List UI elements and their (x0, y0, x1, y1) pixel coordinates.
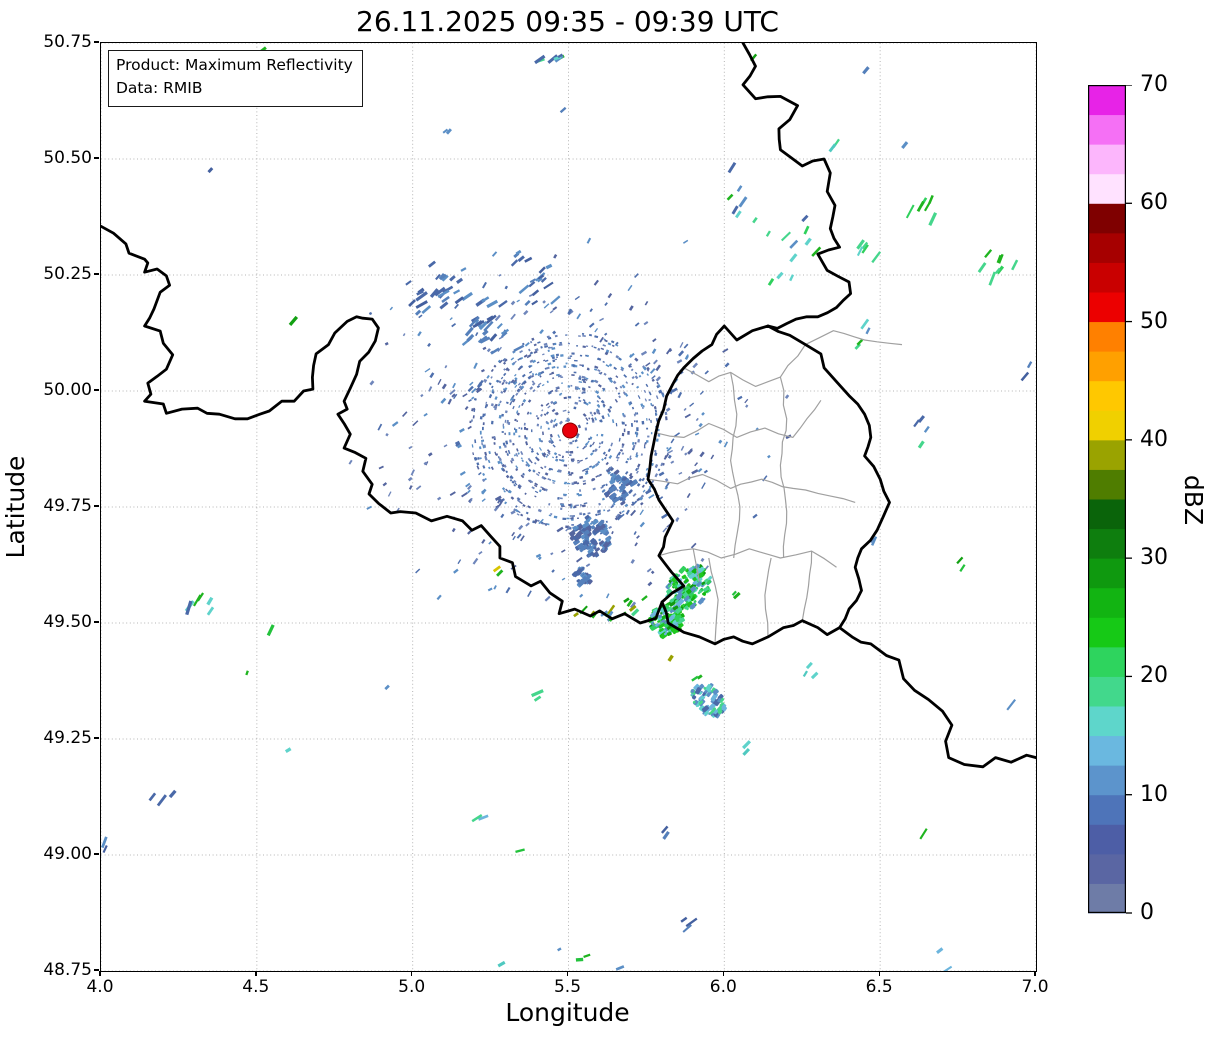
y-tick-label: 50.25 (43, 264, 92, 284)
colorbar-segment (1088, 528, 1126, 559)
colorbar-segment (1088, 617, 1126, 648)
colorbar-tick-label: 50 (1140, 308, 1168, 334)
x-tick-label: 4.0 (86, 977, 114, 997)
x-tick-label: 6.5 (865, 977, 893, 997)
y-tick-label: 50.50 (43, 148, 92, 168)
colorbar-segment (1088, 203, 1126, 234)
colorbar-segment (1088, 410, 1126, 441)
y-tick-label: 48.75 (43, 960, 92, 980)
colorbar-segment (1088, 262, 1126, 293)
colorbar-tick-label: 0 (1140, 900, 1154, 925)
colorbar-segment (1088, 706, 1126, 737)
colorbar-segment (1088, 794, 1126, 825)
plot-title: 26.11.2025 09:35 - 09:39 UTC (356, 5, 779, 38)
y-tick-label: 50.75 (43, 32, 92, 52)
region-borders (647, 330, 903, 644)
x-tick-label: 4.5 (242, 977, 270, 997)
x-tick-mark (878, 971, 880, 976)
gridlines (101, 43, 1036, 971)
colorbar-segment (1088, 646, 1126, 677)
y-tick-mark (94, 273, 99, 275)
colorbar-segment (1088, 351, 1126, 382)
y-tick-mark (94, 737, 99, 739)
radar-location-marker (562, 422, 579, 439)
y-tick-mark (94, 969, 99, 971)
y-tick-mark (94, 853, 99, 855)
x-tick-mark (411, 971, 413, 976)
colorbar-segment (1088, 735, 1126, 766)
colorbar-segment (1088, 144, 1126, 175)
colorbar-tick-label: 20 (1140, 663, 1168, 689)
x-tick-label: 5.5 (553, 977, 582, 997)
y-tick-mark (94, 621, 99, 623)
y-tick-label: 49.75 (43, 496, 92, 516)
info-product-line: Product: Maximum Reflectivity (116, 56, 353, 74)
y-tick-mark (94, 157, 99, 159)
colorbar-segment (1088, 558, 1126, 589)
x-tick-mark (99, 971, 101, 976)
map-plot-area: Product: Maximum Reflectivity Data: RMIB (100, 42, 1037, 972)
colorbar-tick-label: 10 (1140, 781, 1168, 807)
colorbar-segment (1088, 824, 1126, 855)
y-tick-label: 49.00 (43, 844, 92, 864)
colorbar-segment (1088, 292, 1126, 323)
colorbar-segment (1088, 114, 1126, 145)
x-tick-label: 6.0 (709, 977, 737, 997)
colorbar-segment (1088, 85, 1126, 116)
colorbar-segment (1088, 499, 1126, 530)
info-box: Product: Maximum Reflectivity Data: RMIB (108, 50, 363, 107)
colorbar-segment (1088, 883, 1126, 914)
country-borders (101, 43, 1036, 769)
y-tick-mark (94, 389, 99, 391)
colorbar-segment (1088, 173, 1126, 204)
info-data-line: Data: RMIB (116, 79, 203, 98)
colorbar (1088, 85, 1132, 914)
colorbar-segment (1088, 321, 1126, 352)
colorbar-tick-label: 40 (1140, 426, 1168, 452)
x-tick-label: 7.0 (1021, 977, 1049, 997)
y-tick-label: 49.25 (43, 728, 92, 748)
radar-echoes (101, 46, 1033, 971)
x-tick-mark (1034, 971, 1036, 976)
colorbar-segment (1088, 676, 1126, 707)
map-canvas (101, 43, 1036, 971)
colorbar-segment (1088, 587, 1126, 618)
x-axis-label: Longitude (505, 998, 630, 1027)
colorbar-tick-label: 30 (1140, 545, 1168, 571)
x-tick-label: 5.0 (398, 977, 426, 997)
x-tick-mark (255, 971, 257, 976)
colorbar-segment (1088, 232, 1126, 263)
colorbar-segment (1088, 765, 1126, 796)
colorbar-segment (1088, 853, 1126, 884)
y-tick-label: 50.00 (43, 380, 92, 400)
y-tick-label: 49.50 (43, 612, 92, 632)
x-tick-mark (566, 971, 569, 976)
y-tick-mark (94, 505, 99, 507)
colorbar-tick-label: 70 (1140, 72, 1168, 97)
y-tick-mark (94, 41, 99, 43)
colorbar-segment (1088, 380, 1126, 411)
colorbar-tick-label: 60 (1140, 190, 1168, 216)
colorbar-segment (1088, 469, 1126, 500)
x-tick-mark (722, 971, 725, 976)
colorbar-segment (1088, 439, 1126, 470)
